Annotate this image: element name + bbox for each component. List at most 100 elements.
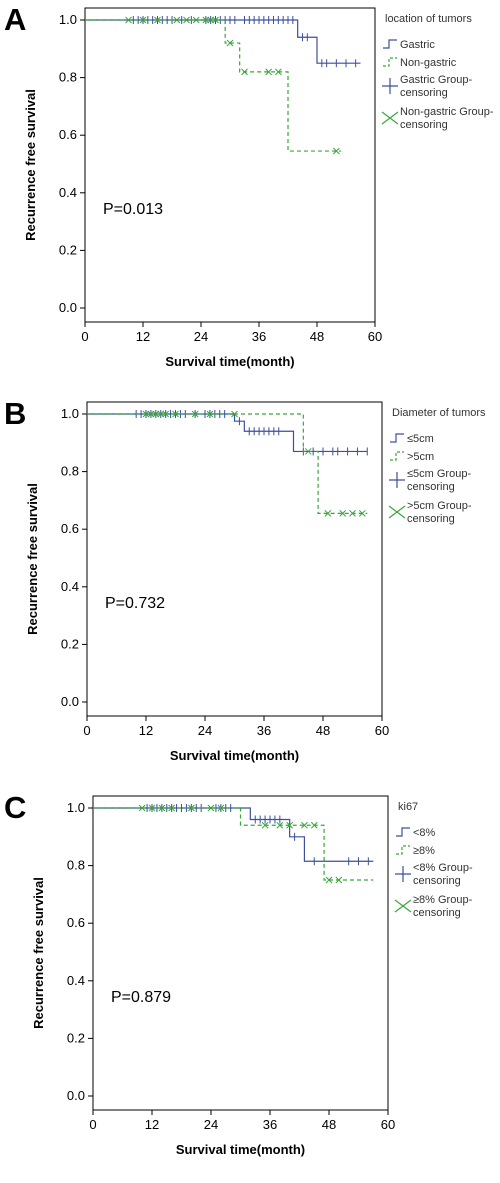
panel-label: C xyxy=(4,790,26,825)
legend-swatch-dashed xyxy=(383,57,397,67)
legend-swatch-solid xyxy=(383,39,397,49)
y-tick-label: 0.8 xyxy=(61,464,79,479)
censor-mark xyxy=(172,410,179,418)
legend-swatch-plus xyxy=(382,78,398,94)
legend-label: ≤5cm Group-censoring xyxy=(407,468,471,493)
censor-mark xyxy=(310,821,318,829)
censor-mark xyxy=(192,16,200,24)
censor-mark xyxy=(217,804,225,812)
censor-mark xyxy=(173,16,181,24)
censor-mark xyxy=(162,410,170,418)
censor-mark xyxy=(152,410,160,418)
survival-curve xyxy=(85,19,342,152)
survival-curve xyxy=(85,19,361,64)
x-tick-label: 0 xyxy=(83,723,90,738)
legend-label: Non-gastric xyxy=(400,57,457,69)
panel-label: B xyxy=(4,396,26,431)
panel-b: B 0.0 0.2 0.4 0.6 0.8 1.0 0 12 24 36 48 60 Survival t… xyxy=(0,394,500,788)
censor-mark xyxy=(335,876,343,884)
series-solid xyxy=(93,804,374,866)
x-tick-label: 60 xyxy=(381,1117,395,1132)
censor-mark xyxy=(276,821,284,829)
chart-svg: B 0.0 0.2 0.4 0.6 0.8 1.0 0 12 24 36 48 60 Survival t… xyxy=(4,396,486,763)
censor-mark xyxy=(231,410,238,418)
censor-mark xyxy=(206,410,214,418)
legend-swatch-plus xyxy=(395,866,411,882)
chart-svg: A 0.0 0.2 0.4 0.6 0.8 1.0 0 12 24 36 48 60 Survival t… xyxy=(4,2,494,369)
x-tick-label: 0 xyxy=(89,1117,96,1132)
x-tick-label: 36 xyxy=(257,723,271,738)
legend-swatch-cross xyxy=(381,111,399,125)
y-tick-label: 0.0 xyxy=(67,1088,85,1103)
censor-mark xyxy=(125,16,132,24)
legend-title: location of tumors xyxy=(385,13,472,25)
survival-curve xyxy=(87,413,368,514)
censor-mark xyxy=(191,410,199,418)
y-axis-title: Recurrence free survival xyxy=(23,89,38,241)
x-tick-label: 0 xyxy=(81,329,88,344)
x-tick-label: 12 xyxy=(139,723,153,738)
x-tick-label: 36 xyxy=(252,329,266,344)
y-tick-label: 0.6 xyxy=(61,521,79,536)
censor-mark xyxy=(339,510,347,517)
censor-mark xyxy=(183,16,190,24)
y-tick-label: 0.2 xyxy=(59,242,77,257)
censor-mark xyxy=(147,410,155,418)
censor-mark xyxy=(207,16,215,24)
y-tick-label: 0.4 xyxy=(61,579,79,594)
x-tick-label: 12 xyxy=(145,1117,159,1132)
y-tick-label: 1.0 xyxy=(67,800,85,815)
legend-label: ≥8% Group-censoring xyxy=(413,894,473,919)
censor-mark xyxy=(212,16,219,24)
censor-mark xyxy=(301,821,308,829)
series-dashed xyxy=(85,16,342,155)
censor-mark xyxy=(187,804,195,812)
censor-mark xyxy=(142,410,150,418)
plot-frame xyxy=(92,795,389,1111)
x-tick-label: 36 xyxy=(263,1117,277,1132)
y-tick-label: 0.2 xyxy=(67,1030,85,1045)
y-tick-label: 0.8 xyxy=(67,858,85,873)
p-value-annotation: P=0.732 xyxy=(105,595,165,612)
survival-curve xyxy=(93,807,374,881)
censor-mark xyxy=(349,510,356,517)
legend-swatch-solid xyxy=(390,433,404,443)
y-tick-label: 0.8 xyxy=(59,70,77,85)
p-value-annotation: P=0.013 xyxy=(103,201,163,218)
y-tick-label: 1.0 xyxy=(59,12,77,27)
x-axis-title: Survival time(month) xyxy=(170,748,299,763)
x-tick-label: 48 xyxy=(316,723,330,738)
legend-label: >5cm Group-censoring xyxy=(407,500,472,525)
censor-mark xyxy=(202,16,210,24)
x-tick-label: 12 xyxy=(136,329,150,344)
censor-mark xyxy=(286,821,294,829)
x-axis-title: Survival time(month) xyxy=(165,354,294,369)
censor-mark xyxy=(332,147,340,155)
x-tick-label: 24 xyxy=(198,723,212,738)
y-tick-label: 0.2 xyxy=(61,636,79,651)
censor-mark xyxy=(261,821,269,829)
censor-mark xyxy=(274,68,282,76)
legend-title: ki67 xyxy=(398,801,418,813)
censor-mark xyxy=(304,448,312,455)
survival-curve xyxy=(87,413,368,453)
panel-a: A 0.0 0.2 0.4 0.6 0.8 1.0 0 12 24 36 48 60 Survival t… xyxy=(0,0,500,394)
censor-mark xyxy=(207,804,215,812)
censor-mark xyxy=(138,804,146,812)
series-solid xyxy=(87,410,368,456)
legend-label: Non-gastric Group-censoring xyxy=(400,106,494,131)
x-tick-label: 60 xyxy=(368,329,382,344)
y-tick-label: 0.6 xyxy=(59,127,77,142)
censor-mark xyxy=(158,804,166,812)
p-value-annotation: P=0.879 xyxy=(111,989,171,1006)
y-tick-label: 0.4 xyxy=(67,973,85,988)
legend-title: Diameter of tumors xyxy=(392,407,486,419)
legend-label: <8% xyxy=(413,827,436,839)
censor-mark xyxy=(168,804,176,812)
x-tick-label: 60 xyxy=(375,723,389,738)
chart-svg: C 0.0 0.2 0.4 0.6 0.8 1.0 0 12 24 36 48 60 Survival t… xyxy=(4,790,473,1157)
censor-mark xyxy=(157,410,165,418)
panel-label: A xyxy=(4,2,26,37)
series-dashed xyxy=(93,804,374,884)
x-axis-title: Survival time(month) xyxy=(176,1142,305,1157)
